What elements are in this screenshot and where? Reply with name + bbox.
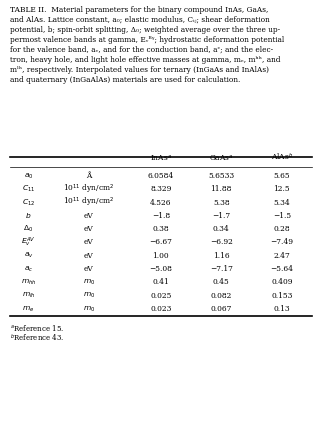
Text: 0.13: 0.13 xyxy=(274,305,290,313)
Text: $m_0$: $m_0$ xyxy=(83,278,95,287)
Text: −1.5: −1.5 xyxy=(273,212,291,220)
Text: $b$: $b$ xyxy=(25,211,32,221)
Text: 11.88: 11.88 xyxy=(211,185,232,193)
Text: 0.023: 0.023 xyxy=(150,305,172,313)
Text: 10$^{11}$ dyn/cm$^2$: 10$^{11}$ dyn/cm$^2$ xyxy=(63,183,115,196)
Text: $m_{lh}$: $m_{lh}$ xyxy=(22,291,36,300)
Text: 0.45: 0.45 xyxy=(213,278,230,286)
Text: 5.38: 5.38 xyxy=(213,199,229,206)
Text: 0.28: 0.28 xyxy=(274,225,290,233)
Text: $m_{hh}$: $m_{hh}$ xyxy=(21,278,36,287)
Text: $C_{12}$: $C_{12}$ xyxy=(22,197,35,208)
Text: 0.025: 0.025 xyxy=(150,292,172,299)
Text: 5.65: 5.65 xyxy=(274,172,290,180)
Text: $^a$Reference 15.: $^a$Reference 15. xyxy=(10,323,64,333)
Text: TABLE II.  Material parameters for the binary compound InAs, GaAs,
and AlAs. Lat: TABLE II. Material parameters for the bi… xyxy=(10,6,284,84)
Text: $m_0$: $m_0$ xyxy=(83,304,95,314)
Text: 0.082: 0.082 xyxy=(211,292,232,299)
Text: 0.067: 0.067 xyxy=(211,305,232,313)
Text: 10$^{11}$ dyn/cm$^2$: 10$^{11}$ dyn/cm$^2$ xyxy=(63,196,115,209)
Text: −5.08: −5.08 xyxy=(149,265,172,273)
Text: $m_e$: $m_e$ xyxy=(22,304,35,314)
Text: 5.6533: 5.6533 xyxy=(208,172,234,180)
Text: $m_0$: $m_0$ xyxy=(83,291,95,300)
Text: eV: eV xyxy=(84,252,94,260)
Text: 8.329: 8.329 xyxy=(150,185,172,193)
Text: $C_{11}$: $C_{11}$ xyxy=(22,184,35,194)
Text: −6.67: −6.67 xyxy=(149,239,172,246)
Text: eV: eV xyxy=(84,212,94,220)
Text: 0.41: 0.41 xyxy=(152,278,169,286)
Text: −6.92: −6.92 xyxy=(210,239,233,246)
Text: 0.34: 0.34 xyxy=(213,225,230,233)
Text: −7.17: −7.17 xyxy=(210,265,233,273)
Text: $a_0$: $a_0$ xyxy=(24,171,33,181)
Text: 0.409: 0.409 xyxy=(271,278,292,286)
Text: 1.16: 1.16 xyxy=(213,252,229,260)
Text: InAs$^a$: InAs$^a$ xyxy=(150,153,172,163)
Text: AlAs$^b$: AlAs$^b$ xyxy=(271,152,293,163)
Text: $E_v^{AV}$: $E_v^{AV}$ xyxy=(21,236,36,249)
Text: 0.153: 0.153 xyxy=(271,292,292,299)
Text: $a_v$: $a_v$ xyxy=(24,251,33,260)
Text: 6.0584: 6.0584 xyxy=(148,172,174,180)
Text: 5.34: 5.34 xyxy=(273,199,290,206)
Text: 12.5: 12.5 xyxy=(274,185,290,193)
Text: −7.49: −7.49 xyxy=(270,239,293,246)
Text: eV: eV xyxy=(84,265,94,273)
Text: $a_c$: $a_c$ xyxy=(24,264,33,274)
Text: eV: eV xyxy=(84,239,94,246)
Text: Å: Å xyxy=(86,172,92,180)
Text: $\Delta_0$: $\Delta_0$ xyxy=(23,224,34,234)
Text: 4.526: 4.526 xyxy=(150,199,172,206)
Text: 1.00: 1.00 xyxy=(153,252,169,260)
Text: GaAs$^a$: GaAs$^a$ xyxy=(209,153,234,163)
Text: 2.47: 2.47 xyxy=(273,252,290,260)
Text: −1.8: −1.8 xyxy=(152,212,170,220)
Text: 0.38: 0.38 xyxy=(153,225,169,233)
Text: −5.64: −5.64 xyxy=(270,265,293,273)
Text: $^b$Reference 43.: $^b$Reference 43. xyxy=(10,333,64,344)
Text: eV: eV xyxy=(84,225,94,233)
Text: −1.7: −1.7 xyxy=(212,212,230,220)
